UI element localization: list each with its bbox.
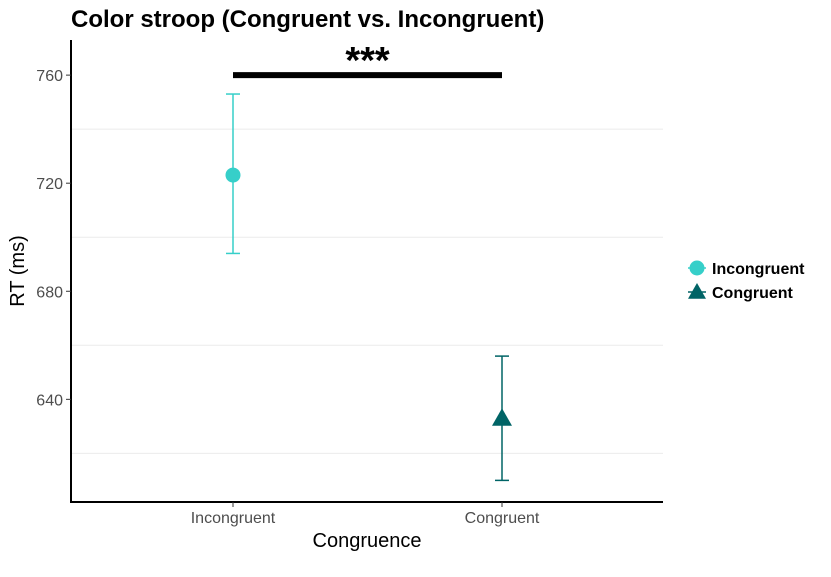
chart-title: Color stroop (Congruent vs. Incongruent) <box>71 6 544 33</box>
y-axis-title: RT (ms) <box>7 235 29 306</box>
legend-label: Incongruent <box>712 261 805 278</box>
data-point-incongruent <box>225 167 241 183</box>
significance-annotation: *** <box>233 40 502 82</box>
y-axis: 640 680 720 760 <box>36 40 72 502</box>
y-tick-label: 680 <box>36 284 63 301</box>
grid <box>71 128 663 454</box>
y-tick-label: 720 <box>36 176 63 193</box>
legend: Incongruent Congruent <box>688 260 805 302</box>
significance-label: *** <box>345 40 390 82</box>
x-axis-title: Congruence <box>313 530 422 552</box>
x-tick-label: Incongruent <box>191 510 276 527</box>
data-marks <box>225 93 512 482</box>
legend-label: Congruent <box>712 285 794 302</box>
x-tick-label: Congruent <box>465 510 540 527</box>
y-tick-label: 760 <box>36 68 63 85</box>
data-point-congruent <box>492 408 512 426</box>
legend-key-circle <box>689 260 705 276</box>
legend-key-triangle <box>688 283 706 299</box>
y-tick-label: 640 <box>36 392 63 409</box>
x-axis: Incongruent Congruent <box>70 501 663 527</box>
